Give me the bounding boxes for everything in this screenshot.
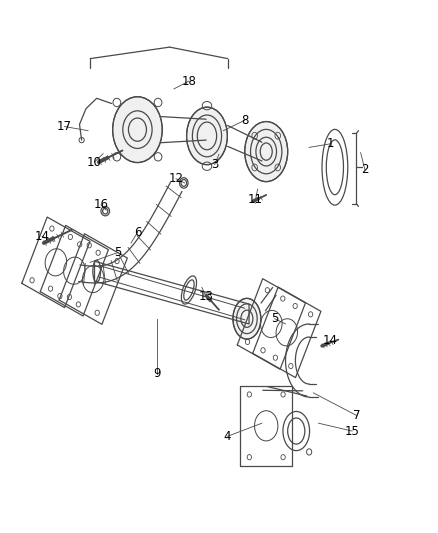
Text: 16: 16: [93, 198, 109, 212]
Text: 1: 1: [327, 138, 334, 150]
Text: 4: 4: [224, 430, 231, 443]
Text: 11: 11: [248, 193, 263, 206]
Text: 2: 2: [361, 164, 369, 176]
Text: 18: 18: [181, 75, 196, 87]
Text: 5: 5: [114, 246, 122, 259]
Text: 10: 10: [87, 156, 102, 168]
Ellipse shape: [113, 97, 162, 163]
Text: 14: 14: [323, 334, 338, 347]
Text: 12: 12: [169, 172, 184, 185]
Text: 9: 9: [153, 367, 160, 380]
Ellipse shape: [233, 298, 261, 339]
Text: 3: 3: [211, 158, 219, 171]
Ellipse shape: [187, 107, 227, 165]
Text: 15: 15: [345, 425, 360, 438]
Text: 5: 5: [271, 312, 279, 325]
Text: 7: 7: [353, 409, 360, 422]
Text: 13: 13: [199, 290, 214, 303]
Text: 14: 14: [35, 230, 49, 243]
Text: 6: 6: [134, 226, 141, 239]
Ellipse shape: [245, 122, 288, 182]
Text: 17: 17: [57, 120, 72, 133]
Text: 8: 8: [241, 114, 248, 127]
